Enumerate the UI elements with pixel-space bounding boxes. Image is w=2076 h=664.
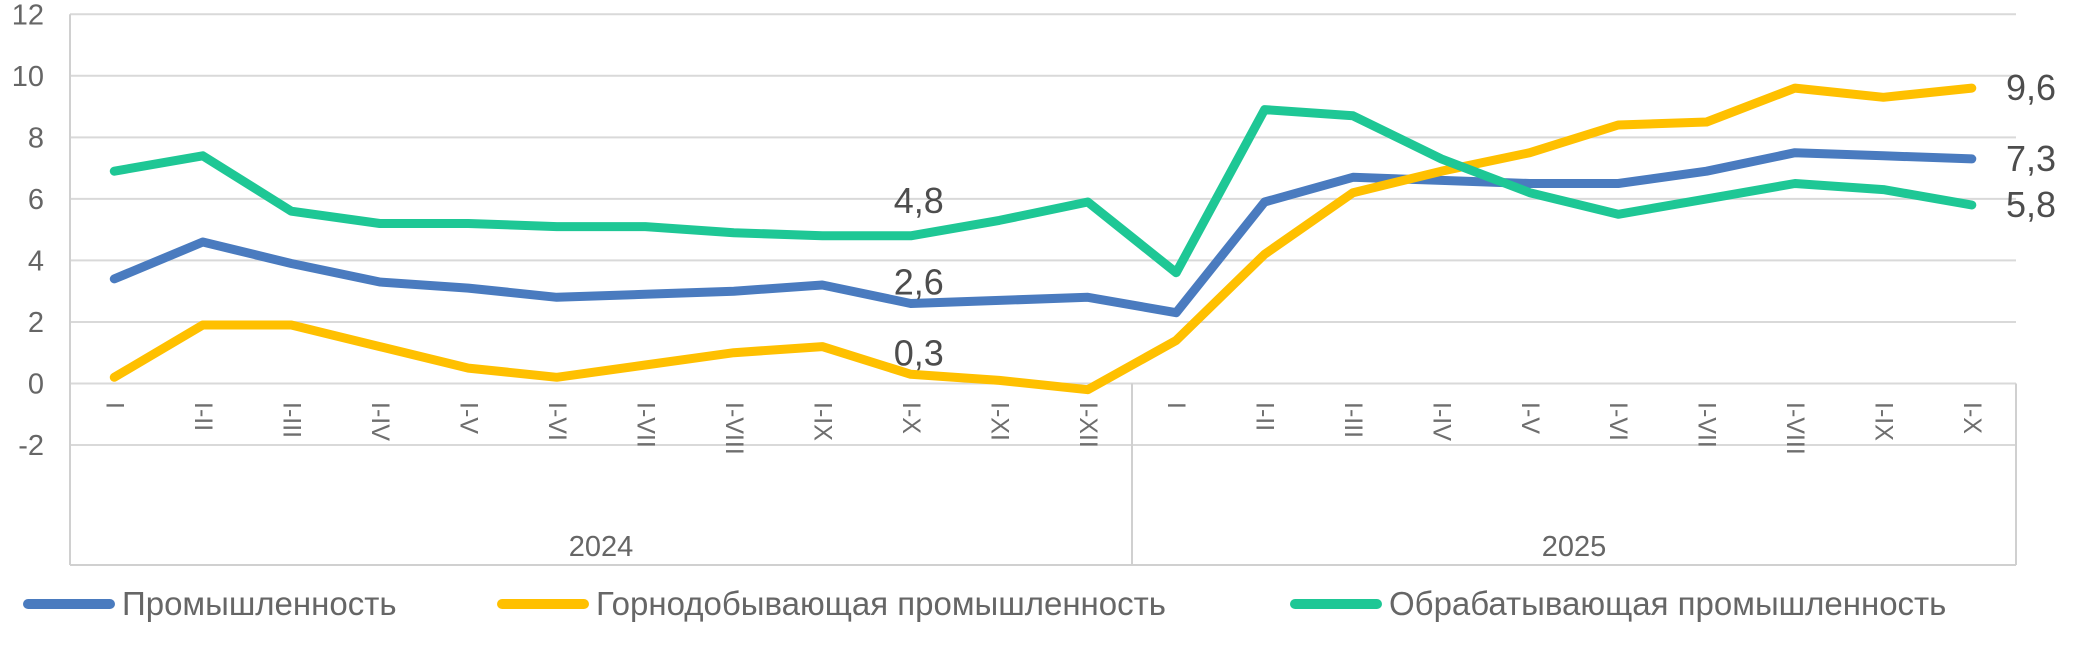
data-label-end-2: 5,8 <box>2006 184 2056 225</box>
legend-item-industry: Промышленность <box>23 585 397 622</box>
x-axis-category-label: I-II <box>1251 402 1279 431</box>
legend-swatch-manufacturing <box>1290 599 1382 609</box>
legend-label-manufacturing: Обрабатывающая промышленность <box>1389 585 1947 622</box>
y-axis-tick-label: 2 <box>28 307 44 339</box>
year-label-2025: 2025 <box>1542 531 1607 563</box>
x-axis-category-label: I-VII <box>1693 402 1721 448</box>
series-line-0 <box>109 148 1977 318</box>
legend-item-manufacturing: Обрабатывающая промышленность <box>1290 585 1947 622</box>
y-axis-tick-label: 0 <box>28 369 44 401</box>
x-axis-category-label: I-VI <box>1604 402 1632 441</box>
y-axis-tick-label: 12 <box>12 0 44 31</box>
legend-swatch-industry <box>23 599 115 609</box>
x-axis-category-label: I <box>100 402 128 409</box>
data-label-mid-1: 0,3 <box>894 332 944 373</box>
y-axis-tick-label: -2 <box>18 430 44 462</box>
x-axis-category-label: I-V <box>1516 402 1544 434</box>
x-axis-category-label: I-VIII <box>1781 402 1809 455</box>
data-label-mid-2: 4,8 <box>894 180 944 221</box>
x-axis-category-label: I-VIII <box>720 402 748 455</box>
data-label-end-0: 7,3 <box>2006 138 2056 179</box>
x-axis-category-label: I <box>1162 402 1190 409</box>
x-axis-category-label: I-XII <box>1074 402 1102 448</box>
series-line-2 <box>109 105 1977 278</box>
x-axis-category-label: I-X <box>897 402 925 434</box>
x-axis-category-label: I-V <box>454 402 482 434</box>
data-label-end-1: 9,6 <box>2006 67 2056 108</box>
x-axis-category-label: I-III <box>1339 402 1367 438</box>
x-axis-category-label: I-IX <box>1869 402 1897 441</box>
x-axis-category-label: I-IX <box>808 402 836 441</box>
x-axis-category-label: I-VII <box>631 402 659 448</box>
y-axis-tick-label: 6 <box>28 184 44 216</box>
legend-label-mining: Горнодобывающая промышленность <box>596 585 1166 622</box>
y-axis-tick-label: 10 <box>12 61 44 93</box>
x-axis-category-label: I-III <box>277 402 305 438</box>
legend-item-mining: Горнодобывающая промышленность <box>497 585 1166 622</box>
x-axis-category-label: I-X <box>1958 402 1986 434</box>
x-axis-category-label: I-XI <box>985 402 1013 441</box>
y-axis-tick-label: 4 <box>28 245 44 277</box>
x-axis-category-label: I-II <box>189 402 217 431</box>
legend-label-industry: Промышленность <box>122 585 397 622</box>
chart-legend: Промышленность Горнодобывающая промышлен… <box>0 585 2076 626</box>
data-label-mid-0: 2,6 <box>894 262 944 303</box>
x-axis-category-label: I-IV <box>1427 402 1455 441</box>
x-axis-category-label: I-IV <box>366 402 394 441</box>
year-label-2024: 2024 <box>569 531 634 563</box>
series-line-1 <box>109 83 1977 395</box>
legend-swatch-mining <box>497 599 589 609</box>
x-axis-category-label: I-VI <box>543 402 571 441</box>
y-axis-tick-label: 8 <box>28 122 44 154</box>
